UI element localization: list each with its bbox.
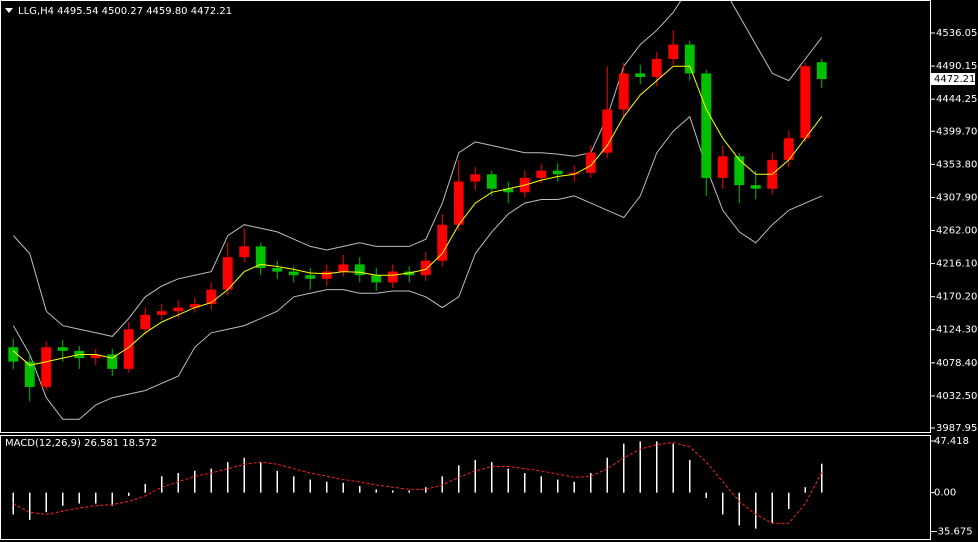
candle-body [354,264,365,276]
candle-body [486,174,497,189]
last-price-box [931,73,975,86]
y-tick-label: 4170.20 [936,292,977,303]
price-plot [8,1,827,420]
candle-body [123,329,134,369]
macd-signal [13,441,823,524]
candle-body [536,170,547,178]
candle-body [288,271,299,276]
last-price-label: 4472.21 [934,74,975,85]
candle-body [470,174,481,182]
macd-frame [0,435,931,540]
y-tick-label: 4262.00 [936,226,977,237]
candle-body [503,188,514,193]
candle-body [668,44,679,59]
candle-body [437,224,448,261]
candle-body [800,66,811,139]
candle-body [420,260,431,276]
macd-y-tick-label: 0.00 [934,488,956,499]
candle-body [684,44,695,74]
y-tick-label: 4490.15 [936,61,977,72]
candle-body [734,156,745,186]
macd-y-tick-label: 47.418 [934,436,969,447]
y-tick-label: 4124.30 [936,325,977,336]
macd-title: MACD(12,26,9) 26.581 18.572 [5,438,157,449]
candle-body [140,314,151,330]
candle-body [618,73,629,110]
candle-body [156,311,167,315]
candle-body [90,354,101,359]
candle-body [189,304,200,308]
candle-body [8,347,19,362]
candle-body [602,109,613,153]
candle-body [750,185,761,189]
y-tick-label: 3987.95 [936,423,977,434]
candle-body [387,271,398,283]
candle-body [239,246,250,258]
candle-body [371,275,382,283]
candle-body [206,289,217,305]
candle-body [41,347,52,387]
candle-body [651,58,662,78]
moving-average [12,65,823,366]
candle-body [107,354,118,369]
candle-body [305,275,316,279]
candle-body [569,172,580,175]
candle-body [701,73,712,178]
candle-body [453,181,464,225]
candle-body [321,271,332,279]
candle-body [173,307,184,312]
y-tick-label: 4353.80 [936,159,977,170]
menu-arrow[interactable] [5,8,13,13]
candle-body [717,156,728,178]
candle-body [24,361,35,387]
y-tick-label: 4399.70 [936,126,977,137]
candle-body [783,138,794,160]
main-frame [0,0,931,433]
candle-body [635,73,646,78]
macd-y-tick-label: -35.675 [934,527,973,538]
y-tick-label: 4307.90 [936,192,977,203]
lower-band [12,115,822,420]
upper-band [12,1,823,337]
y-tick-label: 4032.50 [936,391,977,402]
price-axis: 4536.05 4490.15 4444.25 4399.70 4353.80 4307.… [930,28,977,538]
candle-body [338,264,349,272]
candle-body [57,347,68,351]
candle-body [222,257,233,290]
candle-body [585,152,596,173]
y-tick-label: 4444.25 [936,94,977,105]
y-tick-label: 4216.10 [936,259,977,270]
candle-body [552,170,563,175]
y-tick-label: 4536.05 [936,28,977,39]
macd-plot [12,441,823,529]
candle-body [255,246,266,268]
candle-body [816,62,827,80]
y-tick-label: 4078.40 [936,358,977,369]
candle-body [272,267,283,272]
chart-title: LLG,H4 4495.54 4500.27 4459.80 4472.21 [18,6,232,17]
